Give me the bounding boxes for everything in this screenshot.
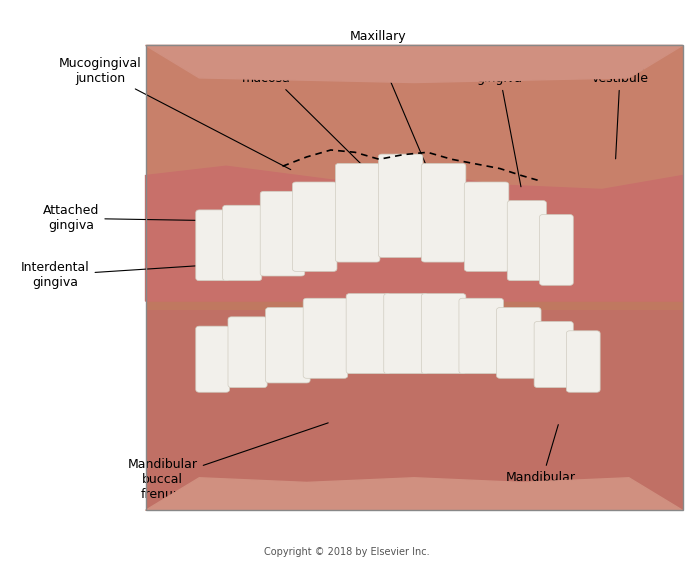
FancyBboxPatch shape bbox=[384, 294, 428, 374]
Text: Alveolar
mucosa: Alveolar mucosa bbox=[241, 57, 364, 167]
FancyBboxPatch shape bbox=[195, 210, 229, 281]
FancyBboxPatch shape bbox=[507, 201, 546, 281]
FancyBboxPatch shape bbox=[459, 298, 503, 374]
Bar bbox=[146, 45, 683, 301]
Text: Marginal
gingiva: Marginal gingiva bbox=[472, 57, 526, 187]
Text: Mandibular
buccal
frenum: Mandibular buccal frenum bbox=[128, 423, 328, 501]
Bar bbox=[146, 45, 683, 510]
Text: Copyright © 2018 by Elsevier Inc.: Copyright © 2018 by Elsevier Inc. bbox=[264, 547, 429, 557]
FancyBboxPatch shape bbox=[228, 317, 267, 388]
Text: Maxillary
labial
frenum: Maxillary labial frenum bbox=[349, 29, 426, 166]
Text: Mandibular
vestibule: Mandibular vestibule bbox=[505, 425, 576, 499]
FancyBboxPatch shape bbox=[566, 331, 600, 392]
Text: Interdental
gingiva: Interdental gingiva bbox=[21, 260, 296, 289]
FancyBboxPatch shape bbox=[222, 205, 262, 281]
Text: Attached
gingiva: Attached gingiva bbox=[43, 204, 296, 232]
FancyBboxPatch shape bbox=[265, 307, 310, 383]
FancyBboxPatch shape bbox=[421, 294, 466, 374]
FancyBboxPatch shape bbox=[496, 307, 541, 378]
FancyBboxPatch shape bbox=[292, 182, 337, 272]
Polygon shape bbox=[146, 478, 683, 510]
FancyBboxPatch shape bbox=[195, 326, 229, 392]
FancyBboxPatch shape bbox=[378, 154, 423, 257]
Bar bbox=[146, 310, 683, 510]
Text: Maxillary
vestibule: Maxillary vestibule bbox=[592, 57, 649, 159]
Bar bbox=[146, 45, 683, 510]
FancyBboxPatch shape bbox=[261, 191, 305, 276]
Polygon shape bbox=[146, 166, 683, 301]
FancyBboxPatch shape bbox=[539, 214, 573, 285]
FancyBboxPatch shape bbox=[346, 294, 391, 374]
Polygon shape bbox=[146, 45, 683, 83]
FancyBboxPatch shape bbox=[335, 163, 380, 262]
FancyBboxPatch shape bbox=[421, 163, 466, 262]
FancyBboxPatch shape bbox=[534, 321, 573, 388]
FancyBboxPatch shape bbox=[304, 298, 348, 378]
FancyBboxPatch shape bbox=[464, 182, 509, 272]
Text: Mucogingival
junction: Mucogingival junction bbox=[59, 57, 291, 170]
